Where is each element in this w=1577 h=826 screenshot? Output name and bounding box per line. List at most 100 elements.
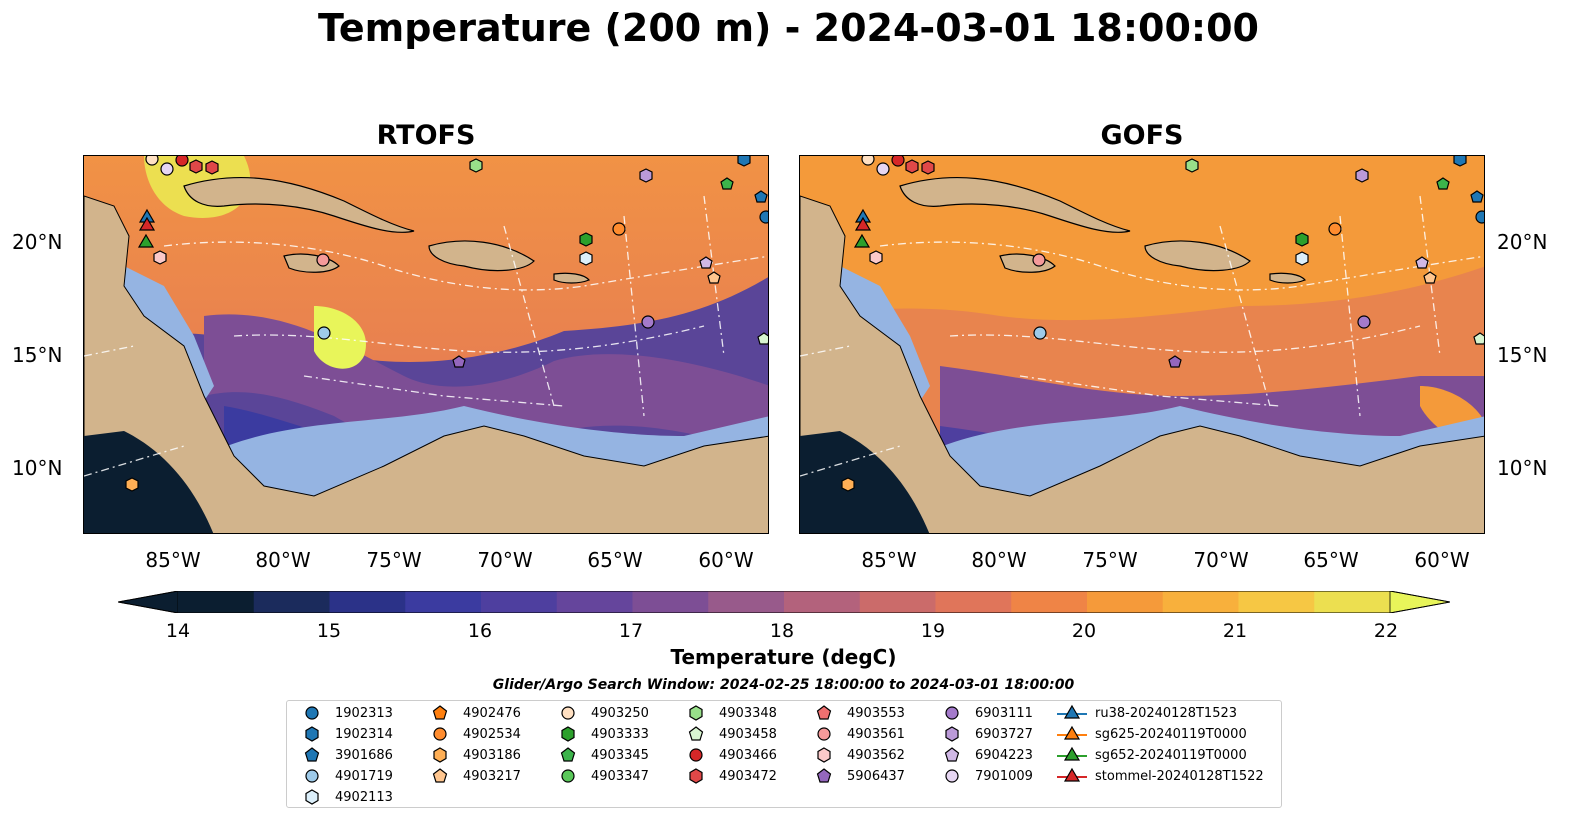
eez-boundaries	[800, 195, 1484, 477]
search-window-text: Glider/Argo Search Window: 2024-02-25 18…	[492, 677, 1075, 693]
glider-sg652[interactable]	[137, 233, 155, 248]
lat-tick: 10°N	[12, 456, 63, 480]
float-7901009[interactable]	[160, 162, 174, 176]
float-4903466[interactable]	[175, 156, 189, 167]
map-panel-gofs[interactable]	[799, 155, 1485, 534]
float-4902534[interactable]	[612, 222, 626, 236]
legend-label: 4903553	[847, 705, 905, 721]
float-4903562[interactable]	[153, 250, 167, 265]
legend-label: 1902313	[335, 705, 393, 721]
map-panel-rtofs[interactable]	[83, 155, 769, 534]
float-1902313[interactable]	[1475, 210, 1485, 224]
float-4903250[interactable]	[145, 156, 159, 166]
legend-item: 4903345	[553, 745, 649, 765]
float-4903561[interactable]	[1032, 253, 1046, 267]
legend-item: 4902534	[425, 724, 521, 744]
float-4903561[interactable]	[316, 253, 330, 267]
colorbar-cell	[1162, 591, 1239, 613]
float-5906437[interactable]	[452, 355, 466, 368]
float-4903458[interactable]	[1473, 332, 1485, 345]
float-6904223[interactable]	[699, 256, 713, 269]
float-1902313[interactable]	[759, 210, 769, 224]
float-4903217[interactable]	[1423, 271, 1437, 284]
float-4903472[interactable]	[189, 159, 203, 174]
float-4903333[interactable]	[579, 232, 593, 247]
float-1902314[interactable]	[1453, 156, 1467, 167]
colorbar-tick: 18	[769, 620, 795, 642]
float-4903466[interactable]	[891, 156, 905, 167]
float-4903250[interactable]	[861, 156, 875, 166]
legend-marker-icon	[1057, 746, 1087, 761]
float-4901719[interactable]	[317, 326, 331, 340]
float-4903472-b[interactable]	[205, 160, 219, 175]
legend-label: 4903345	[591, 747, 649, 763]
colorbar-tick: 14	[165, 620, 191, 642]
float-4903217[interactable]	[707, 271, 721, 284]
float-4903333[interactable]	[1295, 232, 1309, 247]
legend-item: 4903561	[809, 724, 905, 744]
glider-sg652[interactable]	[853, 233, 871, 248]
float-4903345[interactable]	[720, 177, 734, 190]
hispaniola	[428, 240, 535, 272]
legend-marker-icon	[305, 706, 319, 720]
float-4903562[interactable]	[869, 250, 883, 265]
float-4903458[interactable]	[757, 332, 769, 345]
float-6904223[interactable]	[1415, 256, 1429, 269]
float-4903186[interactable]	[125, 477, 139, 492]
float-4901719[interactable]	[1033, 326, 1047, 340]
puerto-rico	[1269, 272, 1306, 284]
float-3901686[interactable]	[754, 190, 768, 203]
float-4902113[interactable]	[1295, 251, 1309, 266]
colorbar-extend-high	[1389, 591, 1450, 613]
legend-marker-icon	[432, 705, 448, 720]
glider-markers	[137, 208, 156, 248]
float-4903472-b[interactable]	[921, 160, 935, 175]
float-7901009[interactable]	[876, 162, 890, 176]
float-4902534[interactable]	[1328, 222, 1342, 236]
float-6903727[interactable]	[1355, 168, 1369, 183]
float-4903348[interactable]	[1185, 158, 1199, 173]
float-1902314[interactable]	[737, 156, 751, 167]
legend-label: 4903472	[719, 768, 777, 784]
float-6903727[interactable]	[639, 168, 653, 183]
float-4903472[interactable]	[905, 159, 919, 174]
legend-marker-icon	[561, 726, 575, 742]
legend-item: 1902314	[297, 724, 393, 744]
legend-item: ru38-20240128T1523	[1057, 703, 1237, 723]
float-6903111[interactable]	[641, 315, 655, 329]
figure-title: Temperature (200 m) - 2024-03-01 18:00:0…	[317, 6, 1259, 50]
legend-item: 4903472	[681, 766, 777, 786]
legend-label: 4901719	[335, 768, 393, 784]
lon-tick: 60°W	[1414, 548, 1470, 572]
legend-label: 4903217	[463, 768, 521, 784]
legend-item: 4901719	[297, 766, 393, 786]
legend-marker-icon	[433, 727, 447, 741]
float-4903348[interactable]	[469, 158, 483, 173]
lon-tick: 65°W	[1303, 548, 1359, 572]
legend-label: 6903111	[975, 705, 1033, 721]
colorbar-cell	[329, 591, 406, 613]
legend-marker-icon	[817, 747, 831, 763]
float-3901686[interactable]	[1470, 190, 1484, 203]
legend-label: 4903333	[591, 726, 649, 742]
colorbar-cell	[935, 591, 1012, 613]
float-5906437[interactable]	[1168, 355, 1182, 368]
float-6903111[interactable]	[1357, 315, 1371, 329]
colorbar-cell	[556, 591, 633, 613]
legend-label: 6903727	[975, 726, 1033, 742]
pacific-overlay	[800, 431, 930, 533]
colorbar-cell	[1314, 591, 1391, 613]
legend-marker-icon	[1057, 767, 1087, 782]
glider-stommel[interactable]	[854, 216, 872, 231]
lat-tick: 20°N	[1497, 230, 1548, 254]
float-4902113[interactable]	[579, 251, 593, 266]
legend-label: 4903186	[463, 747, 521, 763]
legend-item: sg652-20240119T0000	[1057, 745, 1247, 765]
legend-marker-icon	[305, 769, 319, 783]
float-4903186[interactable]	[841, 477, 855, 492]
eez-boundaries	[84, 195, 768, 477]
legend-label: 3901686	[335, 747, 393, 763]
glider-stommel[interactable]	[138, 216, 156, 231]
float-4903345[interactable]	[1436, 177, 1450, 190]
legend: 1902313 1902314 3901686 4901719 4902113 49024…	[286, 700, 1282, 808]
